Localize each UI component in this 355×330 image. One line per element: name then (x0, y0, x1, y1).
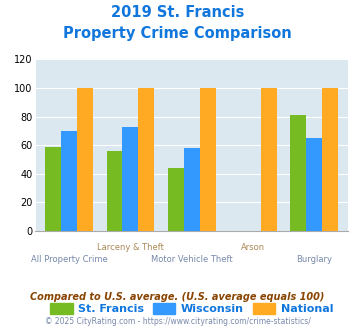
Text: All Property Crime: All Property Crime (31, 255, 108, 264)
Bar (200, 88, 215, 231)
Bar (290, 115, 306, 231)
Bar (106, 151, 122, 231)
Bar (122, 127, 138, 231)
Bar (77, 88, 93, 231)
Text: © 2025 CityRating.com - https://www.cityrating.com/crime-statistics/: © 2025 CityRating.com - https://www.city… (45, 317, 310, 326)
Text: Property Crime Comparison: Property Crime Comparison (63, 26, 292, 41)
Bar (138, 88, 154, 231)
Bar (261, 88, 277, 231)
Bar (61, 131, 77, 231)
Text: Arson: Arson (241, 244, 265, 252)
Text: Larceny & Theft: Larceny & Theft (97, 244, 164, 252)
Bar (45, 147, 61, 231)
Text: Compared to U.S. average. (U.S. average equals 100): Compared to U.S. average. (U.S. average … (30, 292, 325, 302)
Text: Motor Vehicle Theft: Motor Vehicle Theft (151, 255, 233, 264)
Bar (322, 88, 338, 231)
Bar (306, 138, 322, 231)
Text: 2019 St. Francis: 2019 St. Francis (111, 5, 244, 20)
Text: Burglary: Burglary (296, 255, 332, 264)
Legend: St. Francis, Wisconsin, National: St. Francis, Wisconsin, National (46, 298, 338, 319)
Bar (168, 168, 184, 231)
Bar (184, 148, 200, 231)
